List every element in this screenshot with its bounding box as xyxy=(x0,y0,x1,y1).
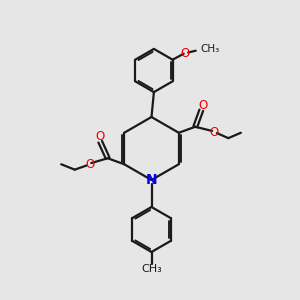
Text: O: O xyxy=(209,126,218,139)
Text: O: O xyxy=(85,158,94,171)
Text: O: O xyxy=(181,46,190,60)
Text: N: N xyxy=(146,173,157,187)
Text: O: O xyxy=(96,130,105,143)
Text: CH₃: CH₃ xyxy=(141,264,162,274)
Text: CH₃: CH₃ xyxy=(200,44,220,54)
Text: O: O xyxy=(198,99,207,112)
